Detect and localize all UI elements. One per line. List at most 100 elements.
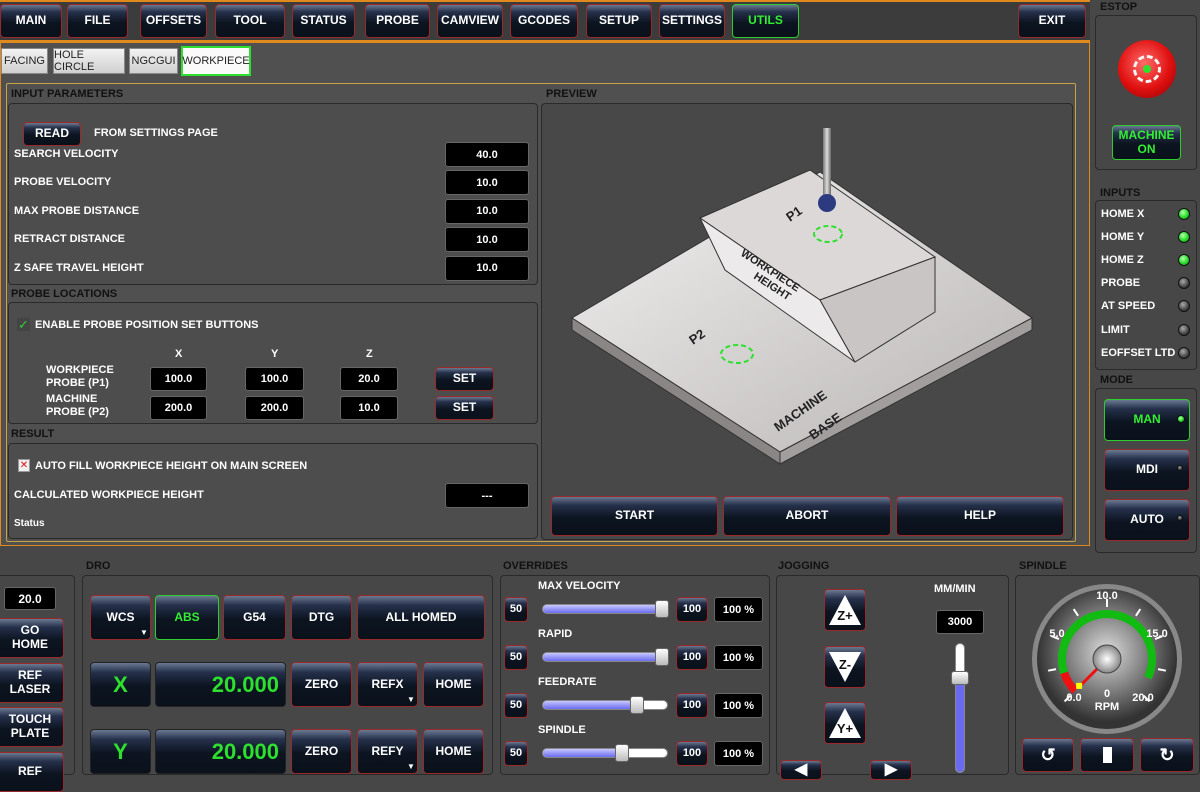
param-input[interactable]: 10.0 <box>445 170 529 196</box>
dro-abs-button[interactable]: ABS <box>155 595 219 640</box>
nav-offsets-button[interactable]: OFFSETS <box>140 4 207 38</box>
axis-ref-button[interactable]: REFY <box>357 729 418 774</box>
axis-zero-button[interactable]: ZERO <box>291 662 352 707</box>
spindle-reverse-button[interactable]: ↺ <box>1022 738 1074 772</box>
nav-status-button[interactable]: STATUS <box>292 4 355 38</box>
param-label: Z SAFE TRAVEL HEIGHT <box>14 261 144 274</box>
dro-g54-button[interactable]: G54 <box>223 595 286 640</box>
probe-z-input[interactable]: 20.0 <box>340 367 398 391</box>
nav-main-button[interactable]: MAIN <box>0 4 62 38</box>
probe-set-button[interactable]: SET <box>435 396 494 420</box>
override-max-button[interactable]: 100 <box>676 693 708 718</box>
result-title: RESULT <box>11 428 55 440</box>
estop-title: ESTOP <box>1100 1 1138 13</box>
nav-probe-button[interactable]: PROBE <box>365 4 430 38</box>
probe-x-input[interactable]: 100.0 <box>150 367 207 391</box>
probe-y-input[interactable]: 100.0 <box>245 367 304 391</box>
input-led-icon <box>1178 323 1190 336</box>
probe-y-input[interactable]: 200.0 <box>245 396 304 420</box>
mode-mdi-button[interactable]: MDI <box>1104 449 1190 491</box>
probe-x-input[interactable]: 200.0 <box>150 396 207 420</box>
param-input[interactable]: 10.0 <box>445 255 529 281</box>
override-max-button[interactable]: 100 <box>676 645 708 670</box>
axis-y-label[interactable]: Y <box>90 729 151 774</box>
jog-x-minus-button[interactable]: ◀ <box>780 760 822 780</box>
wcs-dropdown-icon: ▼ <box>140 628 148 637</box>
axis-home-button[interactable]: HOME <box>423 729 484 774</box>
override-slider-handle[interactable] <box>630 696 645 714</box>
enable-set-checkbox[interactable]: ✓ <box>17 317 30 332</box>
jog-rate-slider-track[interactable] <box>951 643 969 773</box>
dro-all-homed-button[interactable]: ALL HOMED <box>357 595 485 640</box>
start-button[interactable]: START <box>551 496 718 536</box>
param-input[interactable]: 10.0 <box>445 198 529 224</box>
override-min-button[interactable]: 50 <box>504 693 528 718</box>
rotate-ccw-icon: ↺ <box>1040 744 1056 765</box>
left-tool-button[interactable]: GO HOME <box>0 618 64 658</box>
axis-zero-button[interactable]: ZERO <box>291 729 352 774</box>
spindle-stop-button[interactable] <box>1080 738 1134 772</box>
override-slider[interactable] <box>542 744 668 762</box>
override-slider-fill <box>543 701 643 709</box>
probe-z-input[interactable]: 10.0 <box>340 396 398 420</box>
param-input[interactable]: 40.0 <box>445 142 529 167</box>
left-value-field[interactable]: 20.0 <box>4 587 56 610</box>
jog-x-plus-button[interactable]: ▶ <box>870 760 912 780</box>
left-tool-button[interactable]: REF <box>0 751 64 792</box>
nav-file-button[interactable]: FILE <box>67 4 128 38</box>
left-tool-button[interactable]: TOUCH PLATE <box>0 707 64 747</box>
jog-label: Y+ <box>837 721 854 736</box>
mode-man-button[interactable]: MAN <box>1104 399 1190 441</box>
dro-wcs-button[interactable]: WCS <box>90 595 151 640</box>
left-tool-button[interactable]: REF LASER <box>0 662 64 703</box>
jog-z-minus-button[interactable]: Z- <box>824 646 866 688</box>
nav-settings-button[interactable]: SETTINGS <box>659 4 725 38</box>
input-led-icon <box>1178 277 1190 290</box>
jog-rate-slider-handle[interactable] <box>951 671 969 685</box>
tab-workpiece[interactable]: WORKPIECE <box>181 46 251 76</box>
abort-button[interactable]: ABORT <box>723 496 891 536</box>
override-min-button[interactable]: 50 <box>504 645 528 670</box>
probe-set-button[interactable]: SET <box>435 367 494 391</box>
nav-gcodes-button[interactable]: GCODES <box>510 4 578 38</box>
tab-ngcgui[interactable]: NGCGUI <box>129 48 178 74</box>
override-slider[interactable] <box>542 648 669 666</box>
spindle-forward-button[interactable]: ↻ <box>1140 738 1194 772</box>
probe-tip <box>818 194 836 212</box>
override-slider-handle[interactable] <box>655 600 669 618</box>
nav-setup-button[interactable]: SETUP <box>586 4 652 38</box>
override-min-button[interactable]: 50 <box>504 597 528 622</box>
machine-on-button[interactable]: MACHINE ON <box>1112 125 1181 160</box>
override-slider-handle[interactable] <box>655 648 669 666</box>
read-button[interactable]: READ <box>23 122 81 146</box>
axis-x-label[interactable]: X <box>90 662 151 707</box>
calculated-height-value: --- <box>445 483 529 508</box>
override-min-button[interactable]: 50 <box>504 741 528 766</box>
jog-y-minusplus-button[interactable]: Y+ <box>824 702 866 744</box>
override-slider[interactable] <box>542 696 668 714</box>
param-input[interactable]: 10.0 <box>445 227 529 253</box>
tab-facing[interactable]: FACING <box>1 48 48 74</box>
jog-rate-field[interactable]: 3000 <box>936 610 984 634</box>
tab-hole-circle[interactable]: HOLE CIRCLE <box>53 48 125 74</box>
override-slider-handle[interactable] <box>615 744 630 762</box>
nav-tool-button[interactable]: TOOL <box>215 4 285 38</box>
override-slider[interactable] <box>542 600 669 618</box>
gauge-tick <box>1143 695 1151 703</box>
probe-locations-title: PROBE LOCATIONS <box>11 288 118 300</box>
param-label: PROBE VELOCITY <box>14 176 112 189</box>
override-max-button[interactable]: 100 <box>676 741 708 766</box>
jog-z-minusplus-button[interactable]: Z+ <box>824 589 866 631</box>
nav-utils-button[interactable]: UTILS <box>732 4 799 38</box>
nav-camview-button[interactable]: CAMVIEW <box>437 4 503 38</box>
autofill-checkbox[interactable]: ✕ <box>18 459 30 472</box>
gauge-tick <box>1154 635 1163 641</box>
exit-button[interactable]: EXIT <box>1018 4 1086 38</box>
override-max-button[interactable]: 100 <box>676 597 708 622</box>
axis-ref-button[interactable]: REFX <box>357 662 418 707</box>
dro-dtg-button[interactable]: DTG <box>291 595 352 640</box>
axis-home-button[interactable]: HOME <box>423 662 484 707</box>
mode-auto-button[interactable]: AUTO <box>1104 499 1190 541</box>
help-button[interactable]: HELP <box>896 496 1064 536</box>
input-label: AT SPEED <box>1101 300 1156 313</box>
